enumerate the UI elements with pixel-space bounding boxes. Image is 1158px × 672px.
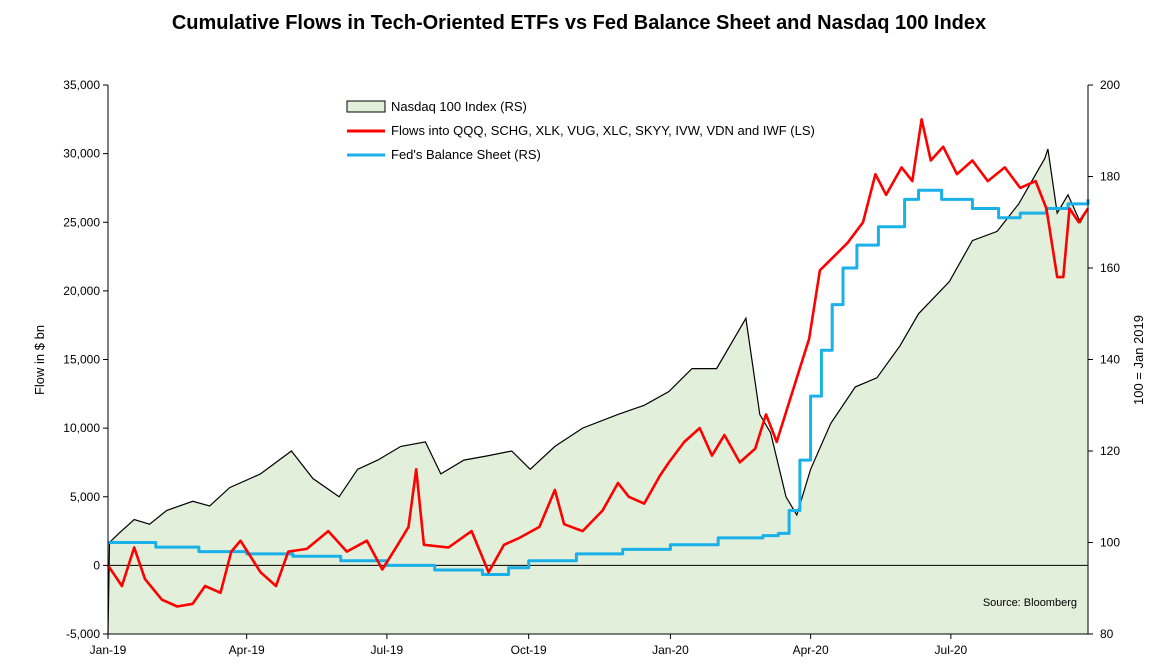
source-note: Source: Bloomberg: [983, 597, 1077, 609]
x-tick-label: Oct-19: [511, 643, 547, 657]
x-tick-label: Jul-19: [371, 643, 404, 657]
legend-label: Fed's Balance Sheet (RS): [391, 147, 541, 162]
series-area-fill-0: [108, 149, 1088, 634]
y-tick-label-left: -5,000: [66, 627, 100, 641]
y-tick-label-left: 35,000: [63, 78, 100, 92]
legend-label: Flows into QQQ, SCHG, XLK, VUG, XLC, SKY…: [391, 123, 815, 138]
y-tick-label-right: 80: [1100, 627, 1114, 641]
legend: Nasdaq 100 Index (RS) Flows into QQQ, SCH…: [346, 99, 815, 162]
x-tick-label: Jul-20: [935, 643, 968, 657]
y-tick-label-left: 10,000: [63, 421, 100, 435]
ticks-layer: -5,000 0 5,000 10,000 15,000 20,000 25,000 30,0…: [63, 78, 1120, 657]
y-tick-label-left: 20,000: [63, 284, 100, 298]
y-tick-label-left: 25,000: [63, 215, 100, 229]
y-tick-label-right: 200: [1100, 78, 1120, 92]
x-tick-label: Apr-19: [229, 643, 265, 657]
y-axis-label-right: 100 = Jan 2019: [1131, 315, 1146, 405]
legend-swatch-nasdaq: [346, 100, 386, 113]
legend-label: Nasdaq 100 Index (RS): [391, 99, 527, 114]
x-tick-label: Jan-19: [90, 643, 127, 657]
y-tick-label-right: 120: [1100, 444, 1120, 458]
area-layer: [108, 149, 1088, 634]
y-tick-label-left: 30,000: [63, 147, 100, 161]
y-tick-label-left: 15,000: [63, 353, 100, 367]
y-tick-label-right: 100: [1100, 536, 1120, 550]
y-tick-label-right: 160: [1100, 261, 1120, 275]
x-tick-label: Apr-20: [793, 643, 829, 657]
series-line-etf-flows: [106, 118, 1090, 608]
y-tick-label-left: 5,000: [70, 490, 100, 504]
chart-title: Cumulative Flows in Tech-Oriented ETFs v…: [171, 12, 987, 34]
x-tick-label: Jan-20: [652, 643, 689, 657]
y-axis-label-left: Flow in $ bn: [32, 325, 47, 395]
y-tick-label-right: 180: [1100, 170, 1120, 184]
series-line-nasdaq: [107, 148, 1089, 635]
lines-layer: [106, 118, 1090, 635]
y-tick-label-left: 0: [93, 558, 100, 572]
y-tick-label-right: 140: [1100, 353, 1120, 367]
